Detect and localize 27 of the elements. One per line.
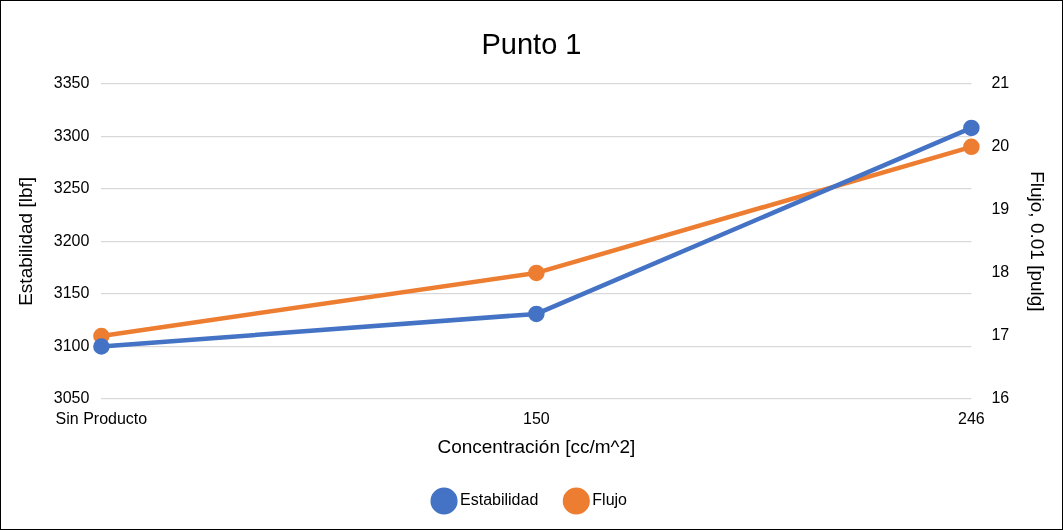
x-tick-label: 246	[958, 410, 985, 428]
y2-tick-label: 17	[991, 326, 1010, 344]
y2-tick-label: 21	[991, 74, 1010, 92]
y-tick-label: 3350	[53, 74, 90, 92]
x-tick-label: 150	[523, 410, 550, 428]
y-tick-label: 3050	[53, 389, 90, 407]
point	[528, 264, 545, 282]
point	[93, 338, 110, 355]
y2-tick-label: 16	[991, 389, 1010, 407]
legend-label: Estabilidad	[460, 491, 539, 509]
point	[963, 119, 980, 137]
y2-axis-title: Flujo, 0.01 [pulg]	[1027, 171, 1049, 312]
point	[963, 138, 980, 156]
point	[528, 305, 545, 323]
y2-tick-label: 19	[991, 200, 1010, 218]
x-tick-label: Sin Producto	[55, 410, 148, 428]
y-axis-title: Estabilidad [lbf]	[14, 176, 36, 306]
legend-label: Flujo	[592, 491, 628, 509]
y-tick-label: 3300	[53, 126, 90, 144]
y2-tick-label: 20	[991, 137, 1010, 155]
y-tick-label: 3250	[53, 179, 90, 197]
x-axis-title: Concentración [cc/m^2]	[437, 435, 636, 457]
chart-title: Punto 1	[481, 28, 582, 61]
y-tick-label: 3100	[53, 336, 90, 354]
y-tick-label: 3150	[53, 284, 90, 302]
y-tick-label: 3200	[53, 231, 90, 249]
y2-tick-label: 18	[991, 263, 1010, 281]
